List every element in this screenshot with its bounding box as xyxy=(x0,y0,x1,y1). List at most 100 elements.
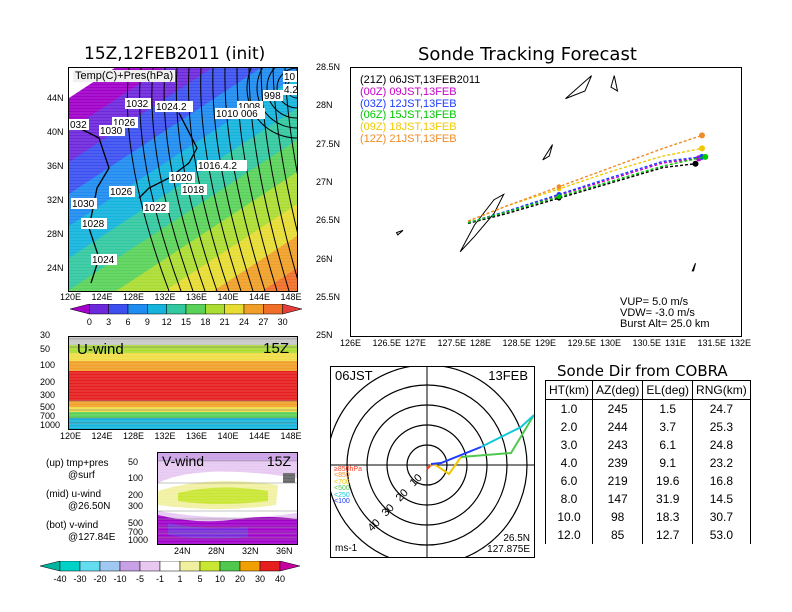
isobar-label: 998 xyxy=(263,90,283,102)
hodograph-segment xyxy=(433,456,462,476)
polar-legend-entry: <100 xyxy=(334,498,350,505)
table-cell: 243 xyxy=(591,436,644,454)
hodograph-segment xyxy=(430,446,482,465)
track-legend-entry: (00Z) 09JST,13FEB xyxy=(360,85,457,98)
isobar-line xyxy=(175,68,218,291)
table-row: 10.0 98 18.3 30.7 xyxy=(545,508,751,526)
wind-layer xyxy=(158,453,297,461)
svg-text:1022: 1022 xyxy=(144,203,167,214)
lon-tick: 126E xyxy=(340,338,362,348)
u-wind-label: U-wind xyxy=(77,341,124,358)
lat-tick: 26.5N xyxy=(316,215,341,226)
table-cell: 12.7 xyxy=(642,526,694,544)
note-value: @surf xyxy=(68,470,95,481)
table-cell: 85 xyxy=(591,526,644,544)
wind-layer xyxy=(178,487,268,504)
isobar-label: 1018 xyxy=(181,184,207,196)
temperature-band xyxy=(69,108,297,291)
pressure-tick: 200 xyxy=(128,490,144,500)
colorbar-swatch xyxy=(119,561,141,572)
colorbar-tick: 15 xyxy=(181,317,191,327)
lon-tick: 140E xyxy=(217,292,239,302)
wind-layer xyxy=(69,353,297,361)
colorbar-swatch xyxy=(159,561,181,572)
wind-layer xyxy=(69,361,297,371)
svg-text:1024.2: 1024.2 xyxy=(156,102,187,113)
pressure-tick: 50 xyxy=(40,344,51,354)
lon-tick: 131E xyxy=(665,338,687,348)
svg-text:1020: 1020 xyxy=(170,173,193,184)
colorbar-swatch xyxy=(108,304,129,315)
isobar-label: 1030 xyxy=(99,125,125,137)
v-wind-time: 15Z xyxy=(266,453,291,469)
isobar-line xyxy=(163,68,206,291)
table-cell: 16.8 xyxy=(692,472,751,490)
lon-tick: 124E xyxy=(91,292,113,302)
isobar-label: 1010 006 xyxy=(215,108,265,120)
range-label: 10 xyxy=(408,472,425,489)
lon-tick: 144E xyxy=(249,431,271,441)
colorbar-tick: -1 xyxy=(156,574,164,584)
colorbar-swatch xyxy=(243,304,264,315)
colorbar-swatch xyxy=(147,304,167,315)
svg-text:1030: 1030 xyxy=(72,199,95,210)
lat-tick: 32N xyxy=(242,546,259,556)
lon-tick: 144E xyxy=(249,292,271,302)
island-outline xyxy=(610,75,619,92)
colorbar-swatch xyxy=(239,561,261,572)
pressure-tick: 30 xyxy=(40,330,51,340)
lat-tick: 44N xyxy=(47,93,64,103)
wind-layer xyxy=(69,418,297,429)
track-legend-entry: (21Z) 06JST,13FEB2011 xyxy=(360,74,481,86)
colorbar-swatch xyxy=(99,561,121,572)
lat-tick: 28N xyxy=(47,229,64,239)
isobar-label: 1008 xyxy=(237,101,263,113)
low-pressure-contour xyxy=(276,68,297,109)
lon-tick: 120E xyxy=(60,431,82,441)
colorbar-swatch xyxy=(224,304,245,315)
colorbar-tick: 9 xyxy=(145,317,150,327)
lat-tick: 24N xyxy=(47,263,64,273)
table-row: 12.0 85 12.7 53.0 xyxy=(545,526,751,544)
temperature-band xyxy=(69,140,297,291)
note-text: (mid) u-wind xyxy=(46,489,102,500)
table-cell: 1.5 xyxy=(642,399,694,418)
table-row: 3.0 243 6.1 24.8 xyxy=(545,436,751,454)
lon-tick: 136E xyxy=(186,292,208,302)
svg-text:1026: 1026 xyxy=(113,118,136,129)
wind-layer xyxy=(69,407,297,412)
lon-tick: 128E xyxy=(123,292,145,302)
pressure-tick: 200 xyxy=(40,377,56,387)
table-cell: 24.7 xyxy=(692,399,751,418)
colorbar-tick: -40 xyxy=(53,574,66,584)
colorbar-tick: 30 xyxy=(278,317,288,327)
lat-tick: 32N xyxy=(47,195,64,205)
svg-text:032: 032 xyxy=(70,120,87,131)
range-label: 20 xyxy=(394,487,411,504)
table-row: 1.0 245 1.5 24.7 xyxy=(545,399,751,418)
table-cell: 147 xyxy=(591,490,644,508)
lat-tick: 28N xyxy=(316,100,333,111)
hodograph-segment xyxy=(480,414,534,448)
u-wind-canvas xyxy=(69,337,297,429)
isobar-label: 1026 xyxy=(112,117,138,129)
colorbar-tick: -20 xyxy=(93,574,106,584)
colorbar-tick: 5 xyxy=(197,574,202,584)
track-series-line xyxy=(467,147,703,222)
table-cell: 6.0 xyxy=(545,472,593,490)
table-cell: 18.3 xyxy=(642,508,694,526)
isobar-line xyxy=(126,68,170,291)
table-cell: 10.0 xyxy=(545,508,593,526)
lon-tick: 129.5E xyxy=(567,338,597,348)
isobar-label: 1026 xyxy=(109,186,135,198)
svg-text:1008: 1008 xyxy=(238,102,261,113)
polar-lon: 127.875E xyxy=(487,544,530,555)
table-header-cell: EL(deg) xyxy=(642,380,694,400)
colorbar-swatch xyxy=(259,561,281,572)
hodograph-segment xyxy=(460,414,534,458)
polar-legend-entry: ≥850hPa xyxy=(334,466,362,473)
sonde-track-plot xyxy=(350,67,742,337)
colorbar-swatch xyxy=(59,561,81,572)
polar-date: 13FEB xyxy=(488,368,528,383)
